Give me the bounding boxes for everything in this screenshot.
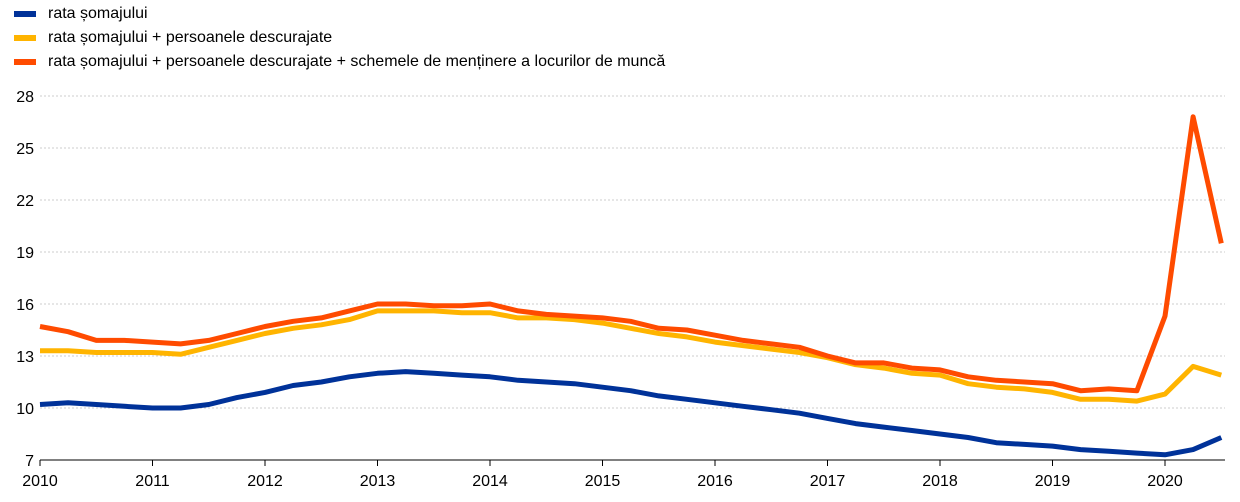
y-tick-label: 25 xyxy=(16,141,34,158)
legend-label-unemployment: rata șomajului xyxy=(48,5,148,22)
x-tick-label: 2020 xyxy=(1147,473,1183,490)
y-tick-label: 7 xyxy=(25,453,34,470)
legend-label-discouraged: rata șomajului + persoanele descurajate xyxy=(48,29,333,46)
y-tick-label: 22 xyxy=(16,193,34,210)
legend-label-job-retention: rata șomajului + persoanele descurajate … xyxy=(48,53,666,70)
series-line-1 xyxy=(40,308,1223,404)
y-tick-label: 28 xyxy=(16,89,34,106)
legend-item-discouraged: rata șomajului + persoanele descurajate xyxy=(14,26,665,50)
legend-swatch-job-retention xyxy=(14,59,36,65)
x-axis-ticks: 2010 2011 2012 2013 2014 2015 2016 2017 2018 2019… xyxy=(22,459,1225,490)
x-tick-label: 2018 xyxy=(922,473,958,490)
y-tick-label: 13 xyxy=(16,349,34,366)
x-tick-label: 2011 xyxy=(135,473,170,490)
x-tick-label: 2017 xyxy=(810,473,846,490)
series-line-2 xyxy=(39,114,1224,394)
x-tick-label: 2012 xyxy=(247,473,283,490)
x-tick-label: 2015 xyxy=(585,473,621,490)
x-tick-label: 2016 xyxy=(697,473,733,490)
legend-item-job-retention: rata șomajului + persoanele descurajate … xyxy=(14,50,665,74)
y-axis-ticks: 7 10 13 16 19 22 25 28 xyxy=(16,89,34,470)
x-tick-label: 2019 xyxy=(1035,473,1071,490)
y-tick-label: 16 xyxy=(16,297,34,314)
x-tick-label: 2010 xyxy=(22,473,58,490)
x-tick-label: 2014 xyxy=(472,473,508,490)
legend: rata șomajului rata șomajului + persoane… xyxy=(14,2,665,74)
legend-swatch-unemployment xyxy=(14,11,36,17)
legend-swatch-discouraged xyxy=(14,35,36,41)
y-tick-label: 10 xyxy=(16,401,34,418)
series-lines xyxy=(39,114,1224,458)
series-line-0 xyxy=(39,369,1223,458)
legend-item-unemployment: rata șomajului xyxy=(14,2,665,26)
y-tick-label: 19 xyxy=(16,245,34,262)
grid xyxy=(40,95,1225,409)
x-tick-label: 2013 xyxy=(360,473,396,490)
